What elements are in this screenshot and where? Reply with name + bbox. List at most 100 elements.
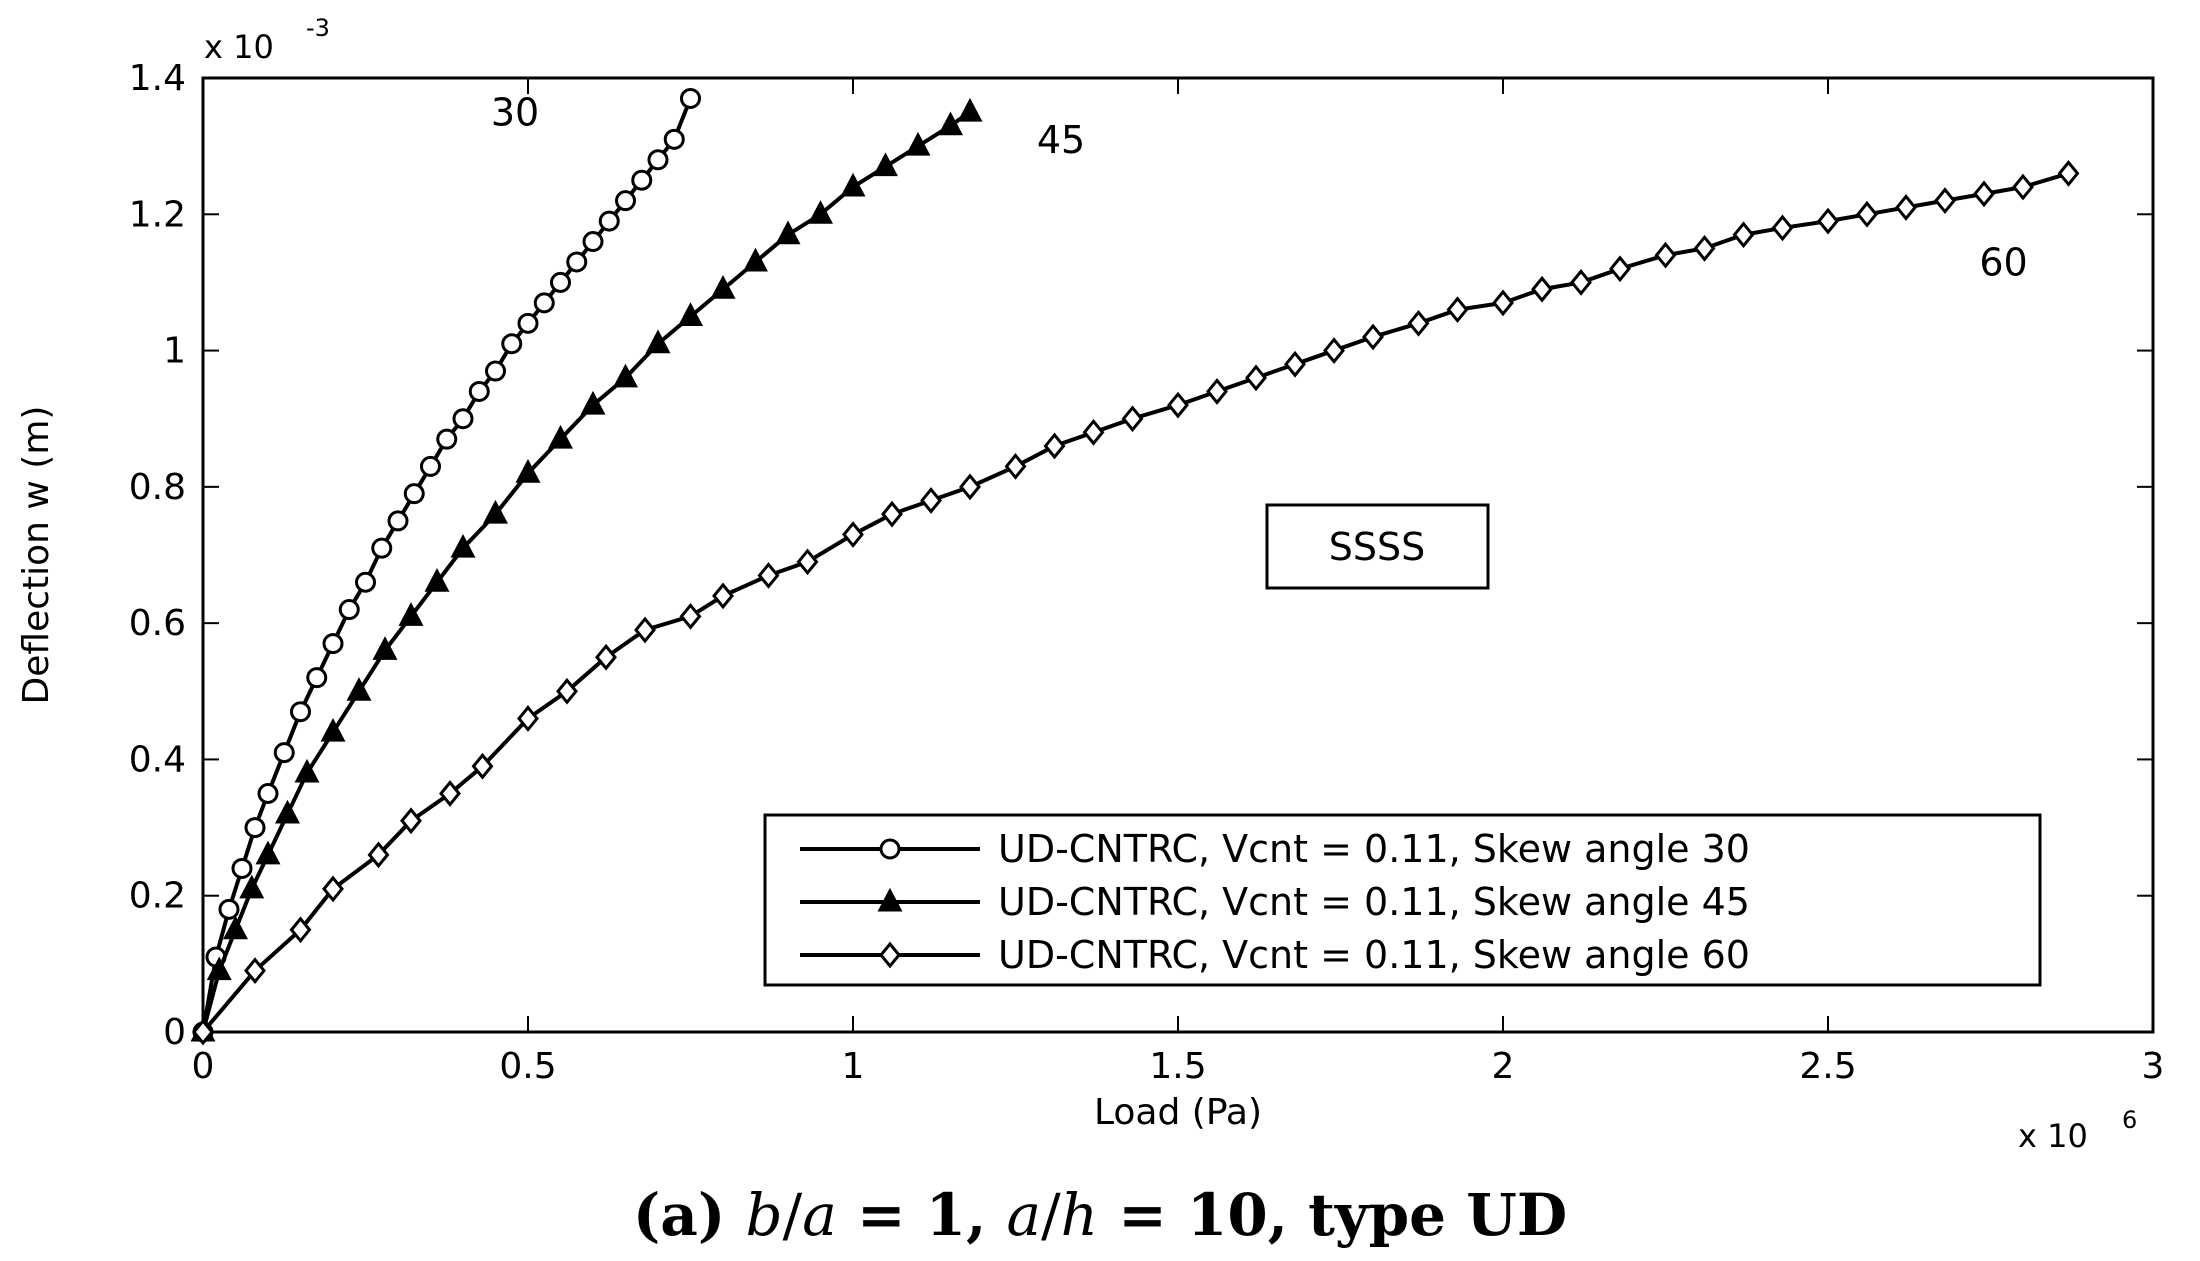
data-point (1284, 350, 1306, 378)
data-point (680, 87, 701, 109)
data-point (294, 758, 320, 783)
y-tick-label: 1.4 (129, 58, 186, 99)
data-point (1004, 453, 1027, 480)
y-tick-label: 0 (163, 1012, 186, 1053)
data-point (420, 455, 441, 477)
data-point (1973, 180, 1995, 208)
legend-label: UD-CNTRC, Vcnt = 0.11, Skew angle 30 (998, 827, 1750, 871)
data-point (1043, 432, 1066, 460)
data-point (2057, 160, 2080, 187)
data-point (485, 360, 506, 382)
legend-marker (879, 838, 901, 860)
data-point (1934, 187, 1956, 215)
y-tick-label: 1 (163, 331, 186, 372)
data-point (959, 473, 981, 501)
series-diamond (192, 160, 2080, 1046)
data-point (367, 841, 390, 869)
data-point (556, 677, 578, 705)
legend-marker (879, 941, 901, 969)
data-point (501, 333, 523, 355)
data-point (483, 499, 508, 524)
curve-label: 45 (1037, 118, 1085, 162)
data-point (424, 568, 450, 592)
data-point (322, 875, 344, 903)
data-point (1856, 200, 1878, 228)
data-point (548, 424, 573, 449)
data-point (231, 857, 253, 879)
y-axis-multiplier: x 10 -3 (204, 14, 330, 66)
legend: UD-CNTRC, Vcnt = 0.11, Skew angle 30 UD-C… (763, 813, 2042, 987)
x-tick-label: 2 (1492, 1046, 1515, 1087)
data-point (905, 131, 931, 156)
data-point (387, 510, 409, 532)
data-point (1609, 255, 1631, 283)
data-point (452, 408, 474, 430)
data-point (645, 329, 671, 354)
x-tick-label: 3 (2142, 1046, 2165, 1087)
data-point (631, 169, 653, 191)
data-point (679, 602, 702, 630)
data-point (244, 957, 266, 985)
data-point (920, 487, 942, 514)
x-axis-multiplier: x 10 6 (2018, 1106, 2137, 1155)
data-point (289, 916, 312, 944)
data-point (257, 783, 279, 804)
data-point (743, 247, 768, 272)
curve-annotations: 30 45 60 (491, 91, 2028, 285)
data-point (663, 128, 685, 150)
boundary-label-box: SSSS (1265, 503, 1490, 590)
data-point (290, 701, 311, 723)
data-point (1167, 391, 1189, 419)
data-point (517, 705, 539, 732)
data-point (1654, 241, 1677, 269)
figure-caption: (a) b/a = 1, a/h = 10, type UD (633, 1181, 1567, 1249)
svg-text:-3: -3 (306, 14, 330, 42)
data-point (403, 483, 425, 505)
data-point (796, 548, 819, 576)
data-point (338, 599, 360, 621)
data-point (439, 780, 461, 807)
data-point (371, 537, 393, 559)
y-tick-label: 1.2 (129, 194, 186, 235)
data-point (372, 636, 398, 660)
x-tick-label: 0.5 (499, 1046, 556, 1087)
legend-entry: UD-CNTRC, Vcnt = 0.11, Skew angle 30 (800, 827, 1750, 871)
data-point (1082, 418, 1105, 446)
data-point (468, 380, 490, 402)
data-point (1492, 289, 1514, 317)
data-point (808, 200, 833, 224)
data-point (275, 799, 300, 824)
y-tick-label: 0.8 (129, 467, 186, 508)
data-point (634, 616, 656, 644)
data-point (398, 602, 424, 626)
data-point (1895, 194, 1917, 221)
boundary-label: SSSS (1329, 525, 1425, 569)
curve-label: 30 (491, 91, 539, 135)
data-point (1121, 405, 1144, 433)
data-point (842, 521, 864, 548)
y-tick-label: 0.6 (129, 603, 186, 644)
data-point (1693, 234, 1716, 262)
data-point (840, 172, 866, 197)
data-point (1245, 364, 1267, 392)
data-point (244, 817, 266, 839)
svg-text:6: 6 (2122, 1106, 2137, 1134)
data-point (450, 533, 476, 558)
y-tick-label: 0.4 (129, 739, 186, 780)
x-axis-ticks: 0 0.5 1 1.5 2 2.5 3 (192, 78, 2165, 1087)
x-tick-label: 2.5 (1799, 1046, 1856, 1087)
data-point (775, 220, 801, 245)
data-point (1206, 378, 1228, 405)
data-point (471, 752, 494, 780)
data-point (255, 840, 281, 865)
data-point (206, 956, 232, 981)
data-point (615, 190, 636, 212)
svg-text:x 10: x 10 (204, 28, 274, 66)
data-point (1732, 221, 1755, 249)
data-point (192, 1018, 214, 1046)
series-layer (190, 87, 2080, 1046)
data-point (320, 717, 346, 742)
data-point (678, 302, 703, 326)
